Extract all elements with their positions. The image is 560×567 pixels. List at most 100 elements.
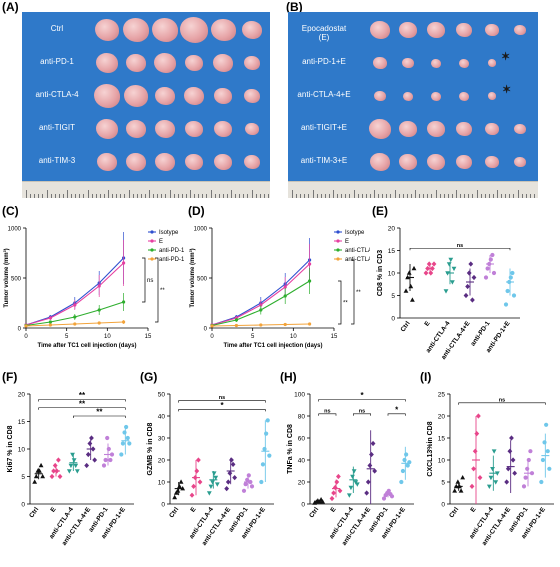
series-line — [211, 263, 310, 326]
ruler-tick — [91, 194, 93, 198]
data-point — [119, 452, 124, 457]
ruler-tick — [529, 194, 531, 198]
tumor-sample — [373, 56, 387, 70]
data-point — [211, 471, 217, 476]
ruler-tick — [308, 194, 310, 198]
ruler — [22, 181, 270, 198]
y-tick-label: 20 — [388, 226, 396, 233]
ruler-tick — [26, 190, 27, 198]
ruler-tick — [296, 194, 298, 198]
data-point — [189, 492, 195, 498]
y-tick-label: 40 — [298, 458, 306, 465]
ruler-tick — [378, 194, 380, 198]
data-point — [103, 457, 108, 463]
ruler-tick — [34, 194, 36, 198]
tumor-sample — [399, 153, 417, 171]
ruler-tick — [402, 194, 404, 198]
data-point — [351, 469, 357, 474]
significance-bracket — [178, 400, 266, 403]
data-point — [547, 466, 552, 471]
data-point — [332, 484, 338, 491]
tumor-sample — [213, 54, 233, 72]
legend-label: E — [159, 239, 163, 245]
ruler-tick — [263, 194, 265, 198]
ruler-tick — [87, 190, 89, 198]
data-point — [370, 440, 376, 447]
ruler-tick — [439, 194, 441, 198]
data-point — [493, 480, 499, 485]
y-tick-label: 10 — [158, 480, 166, 487]
data-point — [101, 463, 107, 468]
significance-label: ** — [356, 290, 361, 296]
legend-label: anti-PD-1+E — [159, 257, 184, 263]
tumor-volume-chart-c: 0 500 1000 0 5 10 15 Time after TC1 cell inject… — [3, 227, 184, 350]
data-point — [472, 448, 478, 454]
tumor-sample — [456, 121, 472, 137]
significance-bracket — [142, 257, 146, 303]
tumor-sample — [514, 24, 526, 36]
data-point — [490, 252, 495, 258]
data-point — [227, 470, 233, 476]
data-point — [510, 457, 516, 463]
data-point — [106, 446, 111, 452]
data-point — [400, 468, 406, 474]
data-point — [191, 483, 196, 489]
data-point — [431, 261, 437, 267]
data-point — [320, 499, 326, 504]
ruler-tick — [382, 194, 384, 198]
data-point — [109, 452, 115, 457]
tumor-sample — [185, 153, 203, 171]
data-point — [283, 294, 287, 298]
ruler-tick — [345, 194, 347, 198]
data-point — [507, 279, 512, 285]
ruler-tick — [435, 190, 437, 198]
ruler-tick — [71, 194, 73, 198]
legend-marker — [336, 257, 340, 261]
data-point — [214, 482, 220, 487]
data-point — [73, 322, 77, 326]
ruler-tick — [140, 194, 142, 198]
significance-bracket — [178, 409, 266, 412]
significance-bracket — [155, 257, 159, 323]
x-tick-label: 15 — [331, 334, 338, 340]
data-point — [486, 484, 492, 489]
tumor-sample — [244, 154, 260, 170]
data-point — [488, 257, 493, 262]
ruler-tick — [54, 194, 56, 198]
ruler-tick — [443, 194, 445, 198]
legend-marker — [150, 230, 154, 234]
ruler-tick — [67, 190, 68, 198]
data-point — [509, 435, 514, 441]
tumor-sample — [485, 122, 499, 136]
y-axis-label: Tumor volume (mm³) — [189, 248, 196, 307]
data-point — [474, 431, 480, 437]
ruler-tick — [108, 190, 109, 198]
data-point — [248, 479, 253, 485]
ruler-tick — [341, 194, 343, 198]
data-point — [225, 479, 231, 485]
data-point — [38, 462, 44, 468]
data-point — [259, 308, 263, 312]
significance-label: ns — [219, 395, 225, 401]
tumor-volume-chart-d: 0 500 1000 0 5 10 15 Time after TC1 cell inject… — [189, 227, 370, 350]
tumor-sample — [427, 120, 445, 138]
data-point — [521, 484, 527, 489]
tumor-sample — [180, 17, 208, 43]
data-point — [90, 446, 96, 452]
tumor-sample — [154, 53, 176, 73]
ruler-tick — [116, 194, 118, 198]
data-point — [372, 468, 378, 474]
x-tick-label: 10 — [104, 334, 111, 340]
data-point — [66, 469, 72, 474]
significance-label: ns — [457, 243, 463, 249]
ruler-tick — [292, 190, 293, 198]
x-tick-label: 5 — [65, 334, 69, 340]
series-line — [211, 259, 310, 326]
data-point — [491, 270, 497, 276]
ruler-tick — [468, 194, 470, 198]
data-point — [491, 449, 497, 454]
data-point — [122, 300, 126, 304]
data-point — [308, 322, 312, 326]
ruler-tick — [38, 194, 40, 198]
tumor-sample — [95, 19, 119, 41]
